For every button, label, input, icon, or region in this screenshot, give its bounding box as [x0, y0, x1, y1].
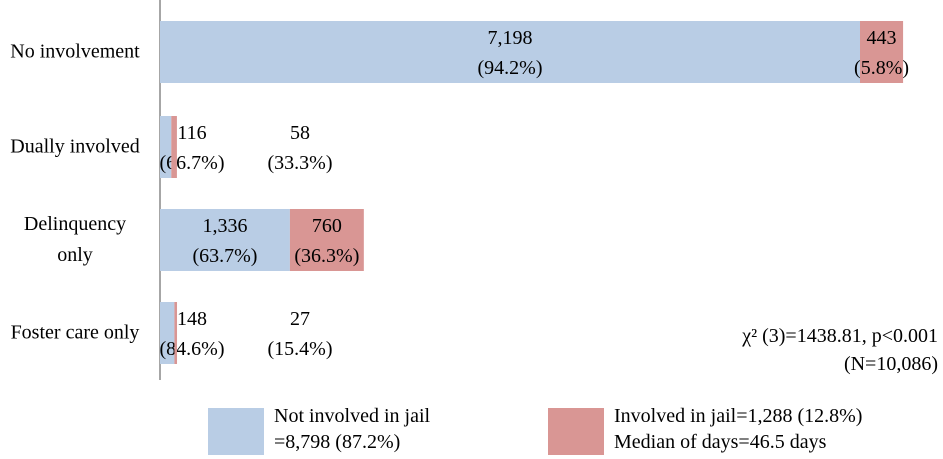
share-label: (36.3%) — [294, 245, 359, 267]
legend-note: Median of days=46.5 days — [614, 431, 827, 453]
category-label: No involvement — [10, 40, 140, 63]
value-label: 760 — [312, 215, 342, 237]
legend-swatch — [548, 408, 604, 455]
bar-segment — [860, 21, 904, 83]
legend-label: Involved in jail=1,288 (12.8%) — [614, 405, 863, 427]
share-label: (15.4%) — [268, 338, 333, 360]
value-label: 443 — [867, 27, 897, 49]
bar-segment — [160, 21, 861, 83]
bar-segment — [174, 302, 178, 364]
share-label: (66.7%) — [160, 152, 225, 174]
legend-label: Not involved in jail — [274, 405, 431, 427]
value-label: 7,198 — [488, 27, 533, 49]
bar-segment — [289, 209, 364, 271]
legend-note: =8,798 (87.2%) — [274, 431, 401, 453]
share-label: (63.7%) — [192, 245, 257, 267]
bar-segment — [171, 116, 177, 178]
legend-swatch — [208, 408, 264, 455]
share-label: (5.8%) — [854, 57, 909, 79]
value-label: 58 — [290, 122, 310, 144]
n-label: (N=10,086) — [844, 353, 938, 375]
share-label: (33.3%) — [268, 152, 333, 174]
category-label: Delinquency only — [23, 213, 127, 266]
category-label: Dually involved — [10, 135, 140, 158]
category-label: Foster care only — [10, 321, 140, 344]
bar-segment — [160, 116, 172, 178]
share-label: (84.6%) — [160, 338, 225, 360]
annotation: χ² (3)=1438.81, p<0.001 — [741, 325, 938, 347]
share-label: (94.2%) — [478, 57, 543, 79]
value-label: 148 — [177, 308, 207, 330]
bar-segment — [160, 302, 175, 364]
value-label: 1,336 — [202, 215, 247, 237]
bar-segment — [160, 209, 290, 271]
value-label: 27 — [290, 308, 310, 330]
value-label: 116 — [177, 122, 206, 144]
